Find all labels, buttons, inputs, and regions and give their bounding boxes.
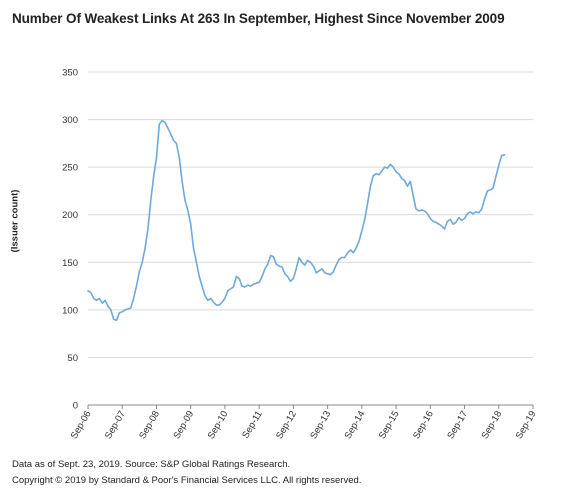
- x-tick-label-Sep-18: Sep-18: [480, 409, 505, 441]
- chart-title: Number Of Weakest Links At 263 In Septem…: [12, 11, 505, 26]
- x-tick-label-Sep-06: Sep-06: [69, 409, 94, 441]
- copyright-note: Copyright © 2019 by Standard & Poor's Fi…: [12, 475, 362, 486]
- y-tick-label-0: 0: [73, 401, 78, 412]
- y-tick-label-250: 250: [62, 163, 78, 174]
- y-tick-label-350: 350: [62, 68, 78, 79]
- y-tick-label-300: 300: [62, 115, 78, 126]
- x-tick-label-Sep-19: Sep-19: [514, 409, 539, 441]
- x-tick-label-Sep-15: Sep-15: [377, 409, 402, 441]
- source-note: Data as of Sept. 23, 2019. Source: S&P G…: [12, 459, 291, 470]
- y-tick-label-50: 50: [67, 353, 78, 364]
- x-tick-label-Sep-12: Sep-12: [274, 409, 299, 441]
- x-tick-label-Sep-08: Sep-08: [137, 409, 162, 441]
- x-tick-label-Sep-11: Sep-11: [240, 409, 264, 440]
- y-tick-label-200: 200: [62, 210, 78, 221]
- series-line-0: [87, 119, 506, 322]
- x-tick-label-Sep-09: Sep-09: [171, 409, 196, 441]
- x-tick-label-Sep-17: Sep-17: [445, 409, 470, 441]
- x-tick-label-Sep-10: Sep-10: [206, 409, 231, 441]
- x-tick-label-Sep-16: Sep-16: [411, 409, 436, 441]
- x-tick-label-Sep-14: Sep-14: [343, 409, 368, 441]
- x-tick-label-Sep-07: Sep-07: [103, 409, 128, 441]
- y-tick-label-100: 100: [62, 305, 78, 316]
- y-tick-label-150: 150: [62, 258, 78, 269]
- x-tick-label-Sep-13: Sep-13: [308, 409, 333, 441]
